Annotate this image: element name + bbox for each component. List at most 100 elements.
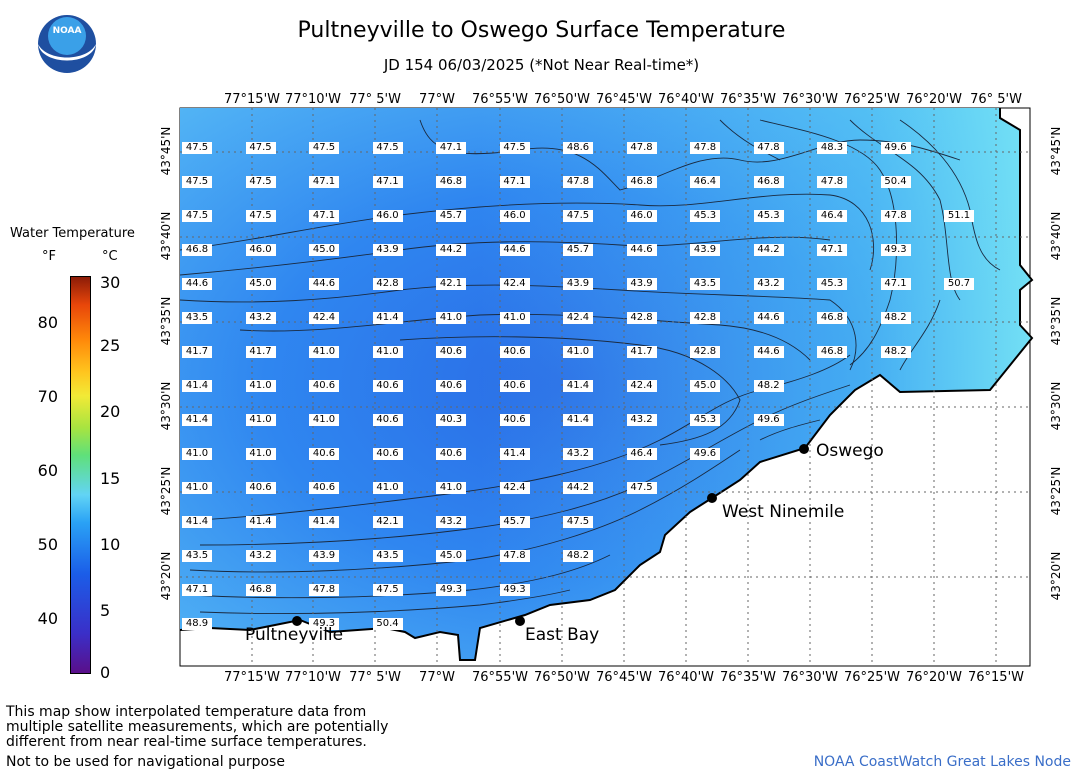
- coastwatch-credit: NOAA CoastWatch Great Lakes Node: [813, 754, 1071, 770]
- temperature-value: 45.0: [245, 278, 276, 290]
- temperature-value: 47.1: [436, 142, 466, 154]
- temperature-value: 40.6: [436, 346, 466, 358]
- temperature-value: 48.2: [880, 346, 911, 358]
- temperature-value: 47.8: [817, 176, 847, 188]
- temperature-value: 47.1: [309, 210, 339, 222]
- temperature-value: 41.0: [245, 414, 276, 426]
- legend-c-tick: 10: [100, 535, 121, 554]
- top-lon-label: 76°20'W: [905, 92, 962, 107]
- temperature-value: 47.5: [372, 584, 403, 596]
- temperature-value: 44.6: [499, 244, 530, 256]
- temperature-value: 43.9: [309, 550, 339, 562]
- temperature-value: 47.8: [690, 142, 720, 154]
- legend-c-tick: 0: [100, 663, 111, 682]
- temperature-value: 45.0: [436, 550, 466, 562]
- temperature-value: 47.5: [563, 210, 593, 222]
- place-label-oswego: Oswego: [816, 441, 884, 461]
- bottom-lon-label: 77°15'W: [223, 670, 280, 685]
- lat-label-left: 43°45'N: [159, 126, 173, 176]
- temperature-value: 41.4: [309, 516, 339, 528]
- temperature-value: 47.8: [880, 210, 911, 222]
- disclaimer-line: different from near real-time surface te…: [6, 734, 367, 750]
- temperature-value: 45.7: [436, 210, 466, 222]
- temperature-value: 48.2: [563, 550, 593, 562]
- temperature-value: 41.4: [182, 380, 212, 392]
- temperature-value: 41.4: [563, 380, 593, 392]
- temperature-value: 40.6: [245, 482, 276, 494]
- temperature-value: 40.6: [499, 414, 530, 426]
- temperature-value: 41.0: [245, 448, 276, 460]
- temperature-value: 42.8: [690, 312, 720, 324]
- lat-label-left: 43°30'N: [159, 381, 173, 431]
- temperature-value: 40.6: [499, 380, 530, 392]
- disclaimer: This map show interpolated temperature d…: [6, 705, 388, 750]
- bottom-lon-label: 76°20'W: [905, 670, 962, 685]
- temperature-value: 43.5: [690, 278, 720, 290]
- temperature-value: 47.1: [309, 176, 339, 188]
- temperature-value: 47.5: [182, 176, 212, 188]
- temperature-value: 44.6: [626, 244, 657, 256]
- place-label-west-ninemile: West Ninemile: [722, 502, 845, 522]
- temperature-value: 46.8: [817, 346, 847, 358]
- temperature-value: 41.0: [245, 380, 276, 392]
- temperature-value: 48.6: [563, 142, 593, 154]
- temperature-value: 45.7: [563, 244, 593, 256]
- temperature-value: 43.2: [626, 414, 657, 426]
- temperature-value: 47.8: [499, 550, 530, 562]
- top-lon-label: 77°W: [419, 92, 455, 107]
- temperature-value: 42.4: [309, 312, 339, 324]
- temperature-value: 40.6: [372, 448, 403, 460]
- temperature-value: 49.3: [436, 584, 466, 596]
- temperature-value: 48.2: [880, 312, 911, 324]
- temperature-value: 45.0: [309, 244, 339, 256]
- disclaimer-line: This map show interpolated temperature d…: [6, 704, 367, 720]
- temperature-value: 47.8: [753, 142, 784, 154]
- temperature-value: 40.6: [372, 414, 403, 426]
- lat-label-right: 43°40'N: [1049, 211, 1063, 261]
- temperature-value: 43.2: [753, 278, 784, 290]
- temperature-value: 47.8: [309, 584, 339, 596]
- temperature-value: 43.9: [626, 278, 657, 290]
- temperature-value: 45.3: [690, 210, 720, 222]
- temperature-value: 47.5: [245, 210, 276, 222]
- temperature-value: 49.6: [690, 448, 720, 460]
- top-lon-label: 77° 5'W: [349, 92, 401, 107]
- temperature-value: 46.8: [626, 176, 657, 188]
- warm-shore-band: [480, 108, 1032, 628]
- legend-f-tick: 40: [37, 609, 58, 628]
- top-lon-label: 76°55'W: [471, 92, 528, 107]
- temperature-value: 40.6: [499, 346, 530, 358]
- legend-f-tick: 70: [37, 387, 58, 406]
- bottom-lon-label: 76°50'W: [533, 670, 590, 685]
- temperature-value: 40.6: [309, 482, 339, 494]
- temperature-value: 48.3: [817, 142, 847, 154]
- legend-f-tick: 50: [37, 535, 58, 554]
- temperature-value: 42.8: [626, 312, 657, 324]
- temperature-value: 43.2: [563, 448, 593, 460]
- temperature-value: 45.0: [690, 380, 720, 392]
- temperature-value: 45.7: [499, 516, 530, 528]
- temperature-value: 50.4: [372, 618, 403, 630]
- map-subtitle: JD 154 06/03/2025 (*Not Near Real-time*): [383, 56, 700, 74]
- temperature-value: 50.4: [880, 176, 911, 188]
- temperature-value: 41.0: [436, 312, 466, 324]
- legend-f-unit: °F: [42, 249, 56, 264]
- temperature-colorbar: [70, 276, 91, 674]
- lat-label-left: 43°25'N: [159, 466, 173, 516]
- temperature-value: 41.4: [245, 516, 276, 528]
- bottom-lon-label: 76°40'W: [657, 670, 714, 685]
- temperature-value: 46.8: [436, 176, 466, 188]
- pultneyville-marker: [292, 616, 302, 626]
- bottom-lon-label: 76°55'W: [471, 670, 528, 685]
- temperature-value: 48.2: [753, 380, 784, 392]
- temperature-value: 41.0: [372, 482, 403, 494]
- temperature-value: 41.4: [563, 414, 593, 426]
- temperature-value: 41.0: [436, 482, 466, 494]
- temperature-value: 46.4: [817, 210, 847, 222]
- temperature-value: 43.2: [245, 550, 276, 562]
- temperature-value: 48.9: [182, 618, 212, 630]
- bottom-lon-label: 76°35'W: [719, 670, 776, 685]
- top-lon-label: 77°10'W: [284, 92, 341, 107]
- navigation-warning: Not to be used for navigational purpose: [6, 754, 285, 770]
- legend-c-tick: 5: [100, 601, 111, 620]
